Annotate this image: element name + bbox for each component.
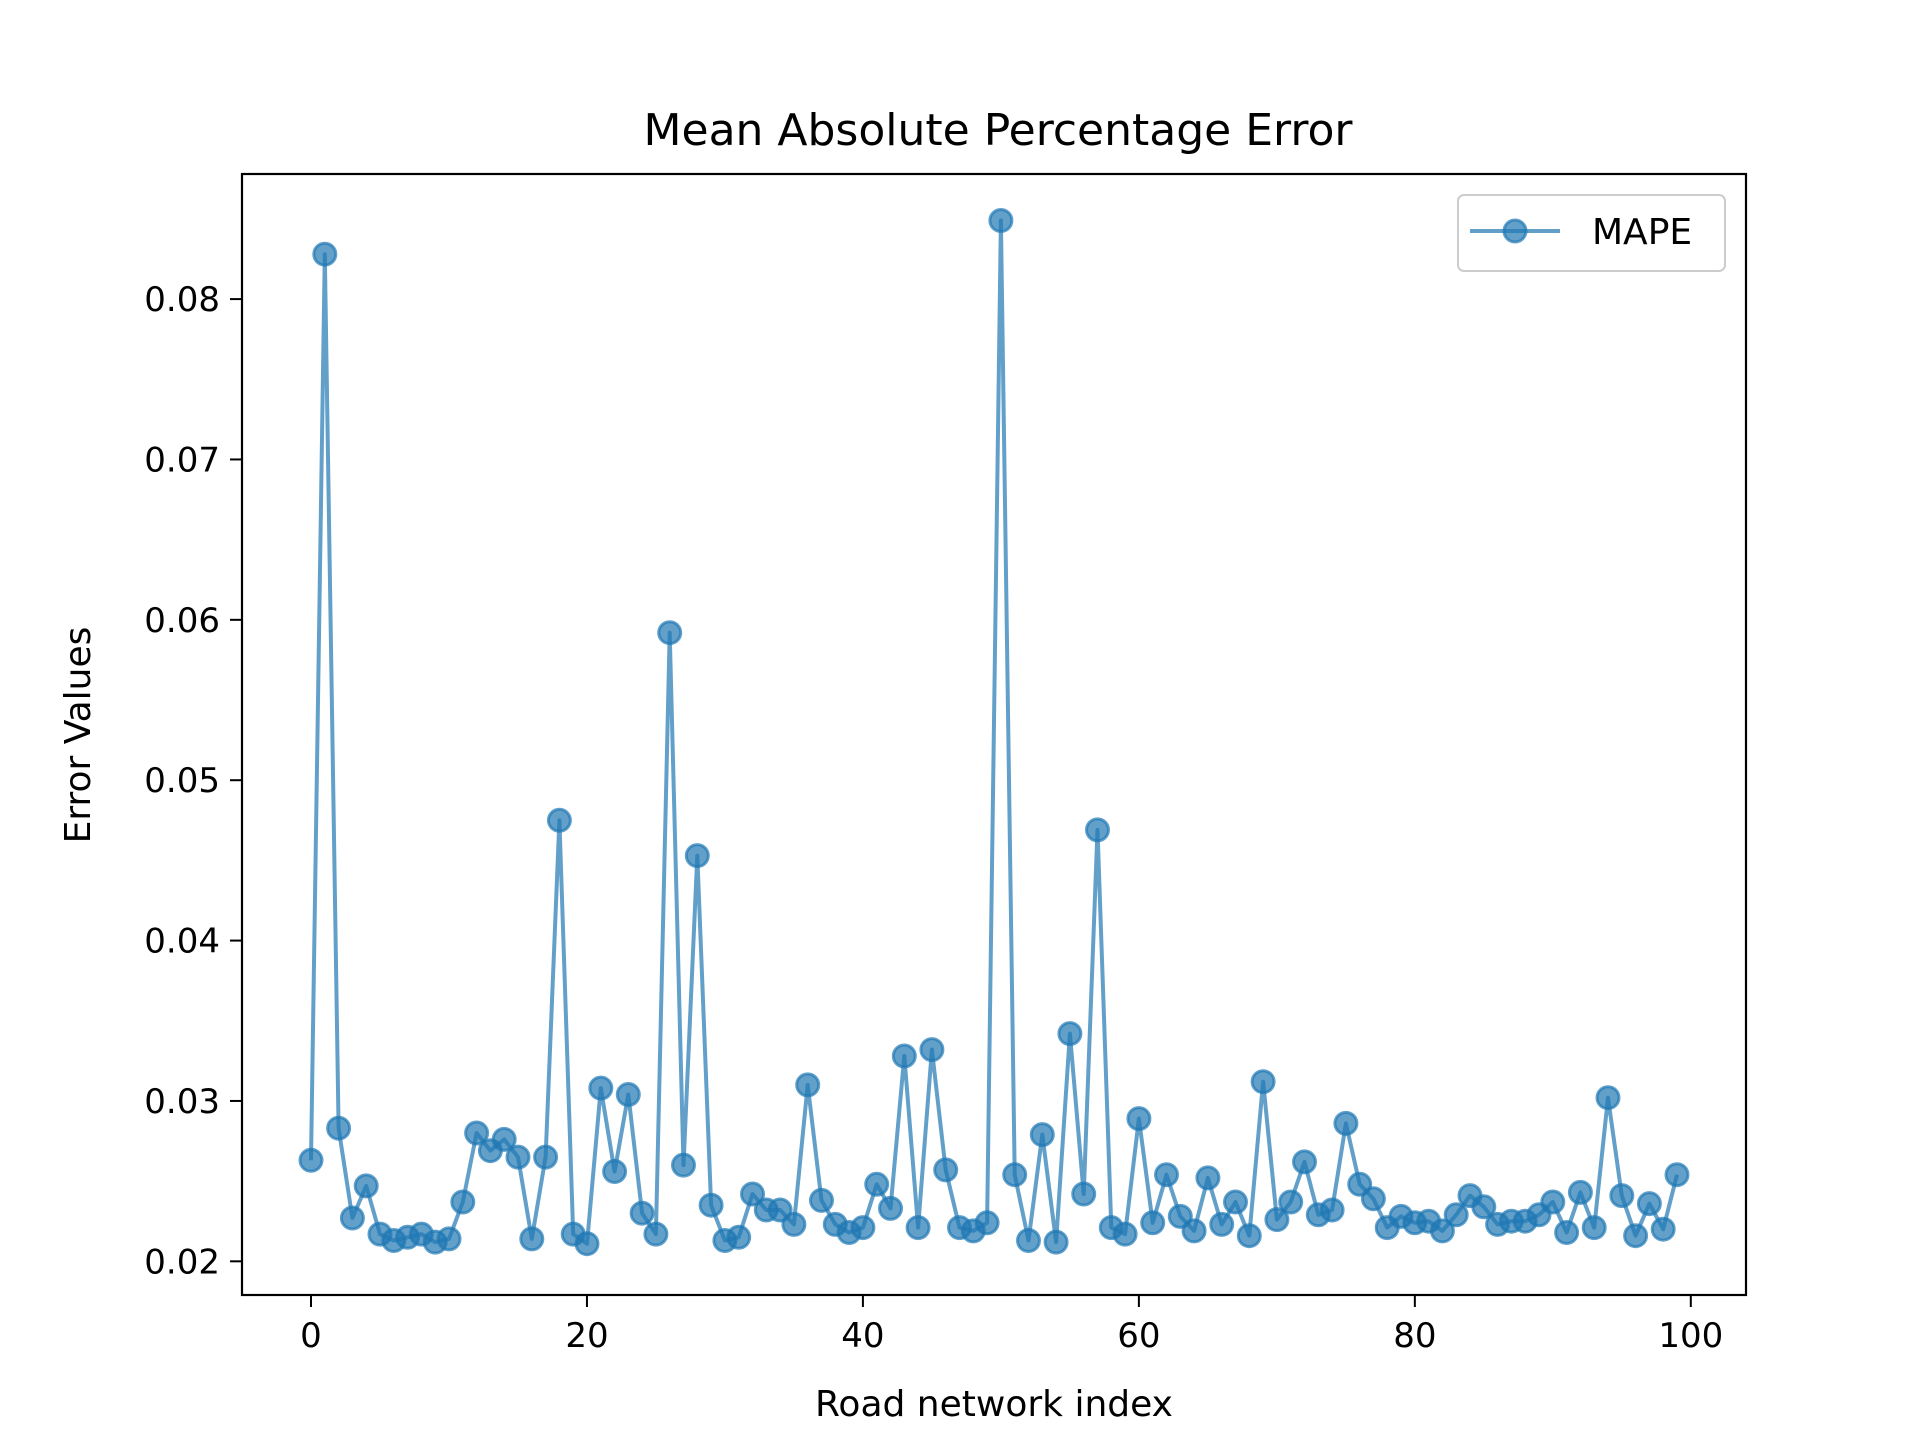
data-point — [1223, 1189, 1248, 1215]
data-point — [1609, 1183, 1635, 1209]
data-point — [312, 241, 338, 267]
data-point — [1236, 1223, 1262, 1249]
data-point — [602, 1159, 628, 1184]
y-tick-label: 0.07 — [144, 440, 220, 480]
data-point — [1319, 1197, 1345, 1223]
y-tick-label: 0.06 — [144, 601, 220, 641]
data-point — [1140, 1210, 1166, 1236]
data-point — [1043, 1229, 1069, 1255]
data-point — [671, 1152, 696, 1178]
data-point — [1333, 1110, 1359, 1136]
data-point — [1112, 1221, 1138, 1247]
data-point — [809, 1187, 834, 1213]
y-tick-label: 0.05 — [144, 761, 220, 801]
data-point — [615, 1082, 641, 1107]
y-tick-label: 0.04 — [144, 922, 220, 962]
data-point — [1278, 1189, 1304, 1215]
data-point — [988, 208, 1014, 233]
data-point — [505, 1144, 531, 1170]
x-tick-label: 0 — [300, 1316, 322, 1356]
y-tick-label: 0.02 — [144, 1242, 220, 1282]
data-point — [905, 1215, 931, 1241]
data-point — [974, 1210, 1000, 1236]
legend-box — [1457, 194, 1726, 272]
data-point — [533, 1144, 559, 1170]
data-point — [1540, 1189, 1566, 1215]
data-point — [919, 1037, 945, 1063]
series-layer — [298, 208, 1690, 1257]
data-point — [436, 1226, 462, 1252]
data-point — [326, 1115, 352, 1141]
x-tick-label: 20 — [565, 1316, 608, 1356]
data-point — [1016, 1228, 1041, 1253]
data-point — [726, 1224, 752, 1250]
data-point — [546, 807, 572, 833]
x-tick-label: 80 — [1393, 1316, 1436, 1356]
y-axis-label: Error Values — [58, 627, 99, 844]
data-point — [353, 1173, 379, 1199]
data-point — [1264, 1207, 1290, 1233]
data-point — [684, 843, 710, 869]
data-point — [588, 1075, 614, 1101]
data-point — [1443, 1202, 1469, 1228]
data-point — [519, 1226, 545, 1252]
data-point — [491, 1126, 517, 1152]
data-point — [1623, 1223, 1649, 1249]
data-point — [781, 1211, 807, 1237]
data-point — [464, 1120, 490, 1146]
data-point — [878, 1195, 903, 1221]
data-point — [795, 1072, 821, 1098]
data-point — [864, 1171, 890, 1197]
data-point — [1360, 1186, 1386, 1212]
data-point — [1002, 1162, 1028, 1188]
data-point — [1471, 1194, 1497, 1220]
legend: MAPE — [1457, 194, 1726, 272]
data-point — [643, 1221, 669, 1247]
legend-marker-swatch — [1502, 218, 1528, 244]
y-axis: 0.02 0.03 0.04 0.05 0.06 0.07 0.08 — [144, 280, 242, 1282]
data-point — [1071, 1181, 1097, 1207]
data-point — [740, 1181, 765, 1207]
data-point — [1126, 1106, 1152, 1132]
data-point — [891, 1043, 917, 1069]
data-point — [1250, 1069, 1276, 1095]
data-point — [1664, 1162, 1690, 1188]
data-point — [1209, 1211, 1235, 1237]
data-point — [574, 1231, 600, 1257]
data-point — [298, 1147, 324, 1173]
data-point — [1429, 1218, 1455, 1244]
x-axis-label: Road network index — [815, 1384, 1173, 1425]
data-point — [1057, 1021, 1083, 1047]
data-point — [1595, 1085, 1621, 1111]
data-point — [1567, 1179, 1593, 1205]
y-tick-label: 0.08 — [144, 280, 220, 320]
data-point — [1581, 1215, 1607, 1241]
data-point — [698, 1192, 724, 1218]
data-point — [629, 1200, 655, 1226]
legend-label: MAPE — [1592, 212, 1692, 253]
data-point — [1292, 1149, 1317, 1175]
data-point — [1554, 1220, 1580, 1245]
y-tick-label: 0.03 — [144, 1082, 220, 1122]
data-point — [1181, 1218, 1207, 1244]
data-point — [657, 620, 683, 646]
data-point — [1636, 1191, 1662, 1217]
x-tick-label: 100 — [1658, 1316, 1723, 1356]
plot-frame — [240, 172, 1748, 1297]
data-point — [1029, 1122, 1055, 1148]
data-point — [933, 1157, 959, 1183]
data-point — [1650, 1216, 1676, 1242]
data-point — [339, 1205, 365, 1231]
data-point — [1154, 1162, 1179, 1188]
data-point — [1195, 1165, 1221, 1191]
data-point — [850, 1215, 876, 1241]
x-tick-label: 60 — [1117, 1316, 1160, 1356]
chart-title: Mean Absolute Percentage Error — [644, 105, 1354, 156]
data-point — [1085, 817, 1110, 843]
data-point — [450, 1189, 476, 1215]
x-axis: 0 20 40 60 80 100 — [300, 1295, 1723, 1356]
x-tick-label: 40 — [841, 1316, 884, 1356]
